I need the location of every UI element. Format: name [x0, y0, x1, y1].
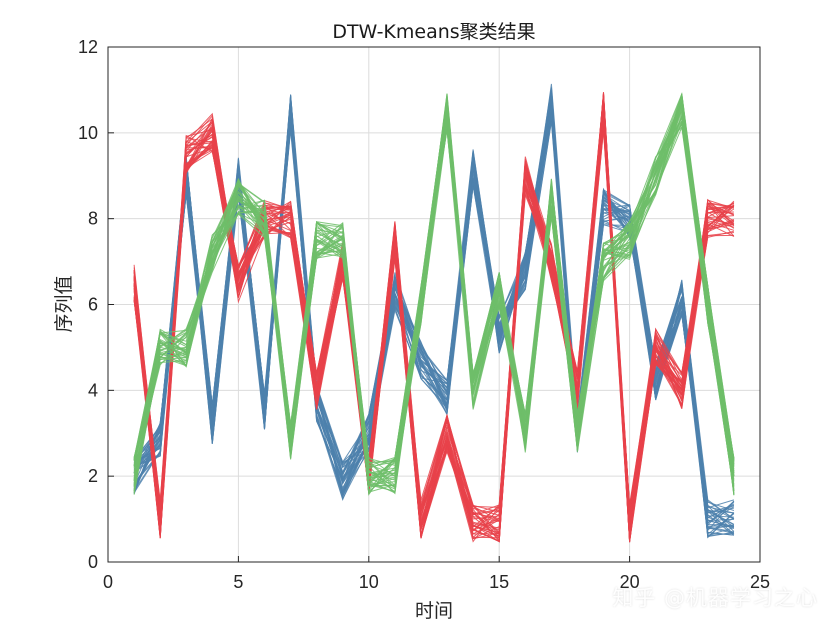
- cluster-3-series: [133, 91, 735, 496]
- series-line: [133, 115, 735, 537]
- x-tick-label: 0: [103, 572, 113, 592]
- chart-title: DTW-Kmeans聚类结果: [332, 21, 535, 43]
- y-tick-label: 2: [88, 466, 98, 486]
- x-tick-label: 25: [750, 572, 770, 592]
- x-tick-label: 20: [620, 572, 640, 592]
- ticks: 0 5 10 15 20 25 0 2 4 6 8 10 12: [78, 37, 770, 592]
- cluster-2-series: [133, 92, 735, 543]
- x-axis-title: 时间: [415, 600, 453, 622]
- x-tick-label: 15: [489, 572, 509, 592]
- x-tick-label: 5: [233, 572, 243, 592]
- y-tick-label: 10: [78, 123, 98, 143]
- series-line: [133, 93, 735, 536]
- y-tick-label: 12: [78, 37, 98, 57]
- x-tick-label: 10: [359, 572, 379, 592]
- series-line: [133, 96, 735, 535]
- y-tick-label: 8: [88, 209, 98, 229]
- series-line: [133, 110, 735, 490]
- series-layer: [133, 83, 735, 543]
- y-tick-label: 4: [88, 380, 98, 400]
- y-tick-label: 6: [88, 295, 98, 315]
- y-tick-label: 0: [88, 552, 98, 572]
- watermark: 知乎 @机器学习之心: [612, 586, 818, 610]
- y-axis-title: 序列值: [53, 275, 75, 332]
